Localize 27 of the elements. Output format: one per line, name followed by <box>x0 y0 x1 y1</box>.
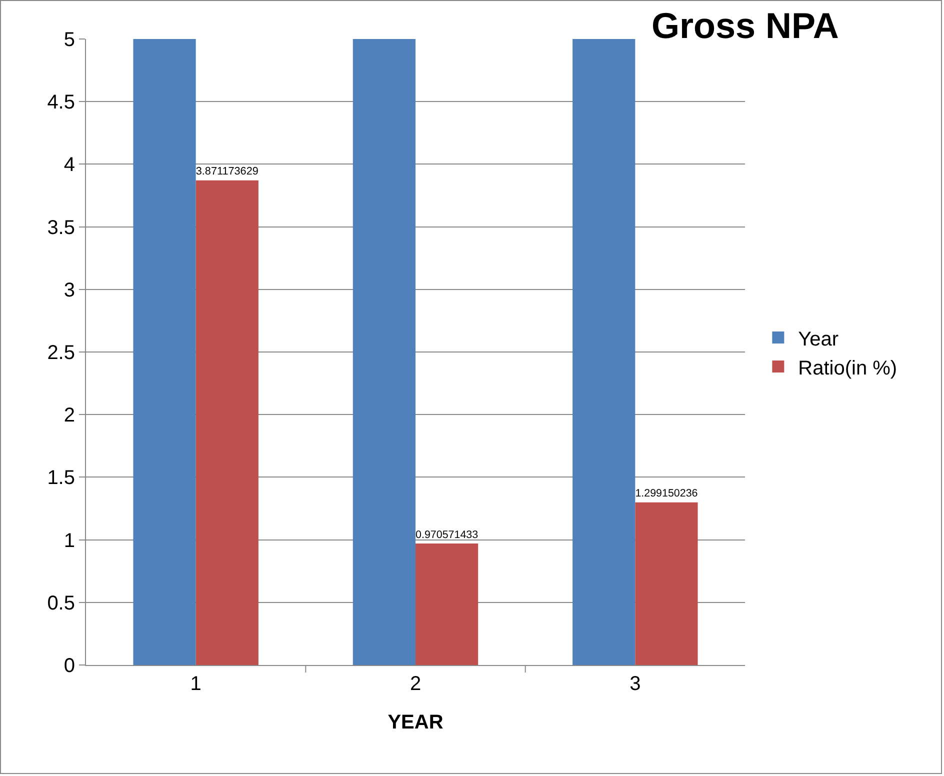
y-tick-label: 3.5 <box>47 216 75 239</box>
y-tick-label: 1 <box>64 530 75 552</box>
y-tick-label: 4.5 <box>47 92 75 114</box>
y-tick-label: 0.5 <box>47 592 75 614</box>
data-label: 3.871173629 <box>196 166 258 178</box>
bar <box>196 180 258 665</box>
y-tick-label: 4 <box>64 154 75 176</box>
legend-label: Year <box>798 328 839 350</box>
x-tick-label: 3 <box>630 673 641 695</box>
y-tick-label: 1.5 <box>47 467 75 490</box>
y-tick-label: 5 <box>64 29 75 51</box>
bar <box>572 39 636 665</box>
chart-title: Gross NPA <box>651 4 839 46</box>
bar <box>352 39 416 665</box>
x-tick-label: 1 <box>190 673 202 695</box>
y-tick-label: 2.5 <box>47 342 75 364</box>
bar <box>635 502 698 665</box>
y-tick-label: 0 <box>64 655 75 677</box>
data-label: 1.299150236 <box>635 488 698 500</box>
legend-label: Ratio(in %) <box>798 357 898 380</box>
bar <box>133 39 196 665</box>
x-axis-title: YEAR <box>388 712 444 734</box>
y-tick-label: 3 <box>64 279 75 302</box>
bar <box>416 543 478 665</box>
x-tick-label: 2 <box>410 673 422 695</box>
y-tick-label: 2 <box>64 404 75 427</box>
data-label: 0.970571433 <box>416 528 478 541</box>
